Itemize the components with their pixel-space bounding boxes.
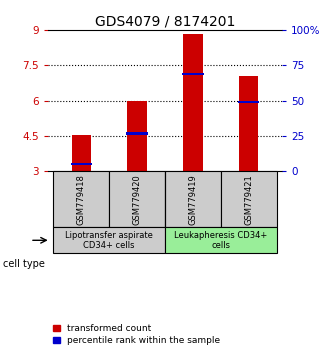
Bar bbox=[165, 171, 221, 228]
Bar bbox=[53, 171, 109, 228]
Text: GSM779420: GSM779420 bbox=[133, 174, 142, 225]
Legend: transformed count, percentile rank within the sample: transformed count, percentile rank withi… bbox=[52, 324, 221, 346]
Text: GSM779418: GSM779418 bbox=[77, 174, 86, 225]
Bar bbox=[221, 171, 277, 228]
Text: GSM779421: GSM779421 bbox=[244, 174, 253, 225]
Bar bbox=[182, 73, 204, 75]
Bar bbox=[183, 34, 203, 171]
Bar bbox=[238, 101, 259, 103]
Bar bbox=[165, 228, 277, 253]
Title: GDS4079 / 8174201: GDS4079 / 8174201 bbox=[95, 15, 235, 29]
Bar bbox=[53, 228, 165, 253]
Text: Lipotransfer aspirate
CD34+ cells: Lipotransfer aspirate CD34+ cells bbox=[65, 230, 153, 250]
Bar bbox=[71, 163, 92, 165]
Bar bbox=[126, 132, 148, 135]
Text: cell type: cell type bbox=[3, 259, 45, 269]
Bar bbox=[72, 135, 91, 171]
Text: Leukapheresis CD34+
cells: Leukapheresis CD34+ cells bbox=[174, 230, 267, 250]
Text: GSM779419: GSM779419 bbox=[188, 174, 197, 225]
Bar bbox=[109, 171, 165, 228]
Bar bbox=[239, 76, 258, 171]
Bar bbox=[127, 101, 147, 171]
